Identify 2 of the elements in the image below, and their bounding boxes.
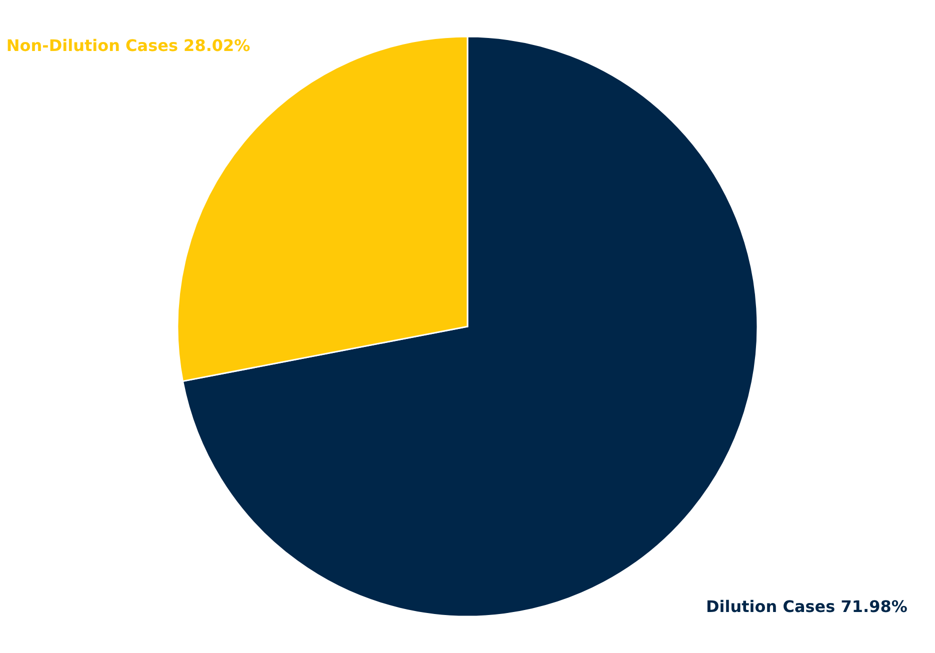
slice-label: Dilution Cases 71.98%: [706, 596, 908, 616]
slice-label: Non-Dilution Cases 28.02%: [6, 36, 250, 56]
